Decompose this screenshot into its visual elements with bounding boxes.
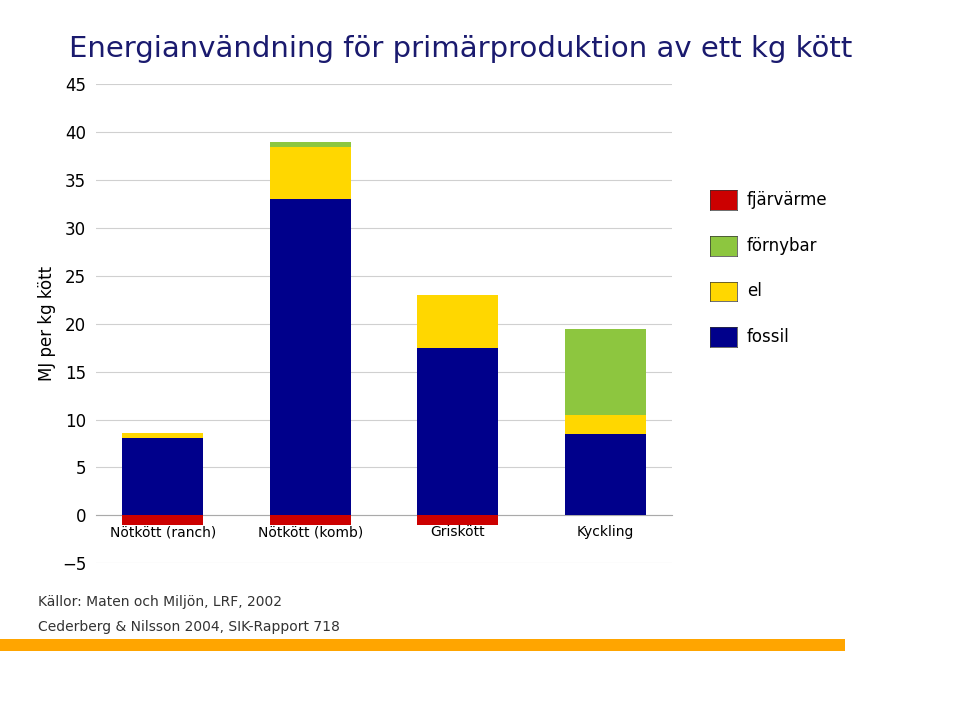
Bar: [564, 415, 646, 434]
Bar: [418, 348, 498, 515]
Text: Källor: Maten och Miljön, LRF, 2002: Källor: Maten och Miljön, LRF, 2002: [38, 595, 282, 609]
Bar: [418, 515, 498, 525]
Bar: [122, 515, 204, 525]
Y-axis label: MJ per kg kött: MJ per kg kött: [38, 266, 57, 382]
Bar: [418, 295, 498, 348]
Bar: [564, 329, 646, 415]
Bar: [122, 433, 204, 438]
Text: el: el: [747, 282, 761, 301]
Bar: [270, 199, 350, 515]
Text: fossil: fossil: [747, 328, 790, 346]
Text: förnybar: förnybar: [747, 237, 817, 255]
Text: Cederberg & Nilsson 2004, SIK-Rapport 718: Cederberg & Nilsson 2004, SIK-Rapport 71…: [38, 620, 340, 634]
Bar: [122, 438, 204, 515]
Bar: [270, 515, 350, 525]
Text: fjärvärme: fjärvärme: [747, 191, 828, 209]
Bar: [270, 146, 350, 199]
Bar: [564, 434, 646, 515]
Bar: [270, 142, 350, 146]
Text: Energianvändning för primärproduktion av ett kg kött: Energianvändning för primärproduktion av…: [69, 35, 852, 63]
